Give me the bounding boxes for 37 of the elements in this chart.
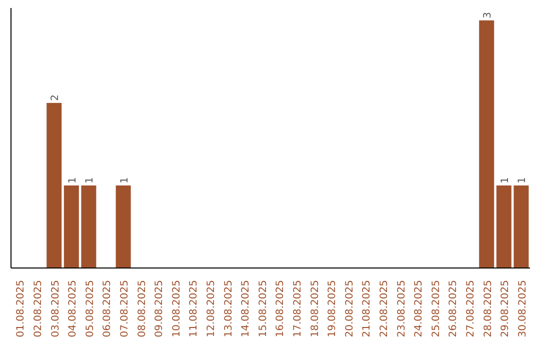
data-label: 1 (67, 177, 78, 184)
x-tick-label: 12.08.2025 (206, 280, 217, 338)
x-tick-label: 07.08.2025 (119, 280, 130, 338)
x-tick-label: 11.08.2025 (188, 280, 200, 338)
x-tick-label: 15.08.2025 (258, 280, 269, 338)
x-tick-label: 16.08.2025 (275, 280, 286, 338)
x-tick-label: 19.08.2025 (327, 280, 338, 338)
data-label: 1 (84, 177, 96, 184)
x-tick-label: 05.08.2025 (84, 280, 96, 338)
x-tick-label: 30.08.2025 (517, 280, 528, 338)
x-tick-label: 04.08.2025 (68, 280, 79, 338)
x-tick-label: 06.08.2025 (102, 280, 114, 338)
data-label: 1 (517, 177, 528, 184)
x-tick-label: 03.08.2025 (50, 280, 62, 338)
x-tick-label: 08.08.2025 (136, 280, 148, 338)
x-tick-label: 27.08.2025 (465, 280, 476, 338)
x-tick-label: 29.08.2025 (500, 280, 512, 338)
x-tick-label: 23.08.2025 (396, 280, 408, 338)
x-tick-label: 28.08.2025 (482, 280, 494, 338)
x-tick-label: 21.08.2025 (362, 280, 373, 338)
x-tick-label: 14.08.2025 (240, 280, 252, 338)
data-label: 2 (50, 94, 62, 101)
x-tick-label: 24.08.2025 (414, 280, 425, 338)
x-tick-label: 25.08.2025 (430, 280, 442, 338)
x-tick-label: 13.08.2025 (223, 280, 234, 338)
data-label: 3 (482, 12, 494, 18)
x-tick-label: 18.08.2025 (310, 280, 321, 338)
x-tick-label: 22.08.2025 (378, 280, 390, 338)
x-tick-label: 02.08.2025 (32, 280, 44, 338)
x-tick-label: 01.08.2025 (16, 280, 27, 338)
data-label: 1 (119, 177, 130, 184)
x-tick-label: 17.08.2025 (292, 280, 304, 338)
x-tick-label: 10.08.2025 (171, 280, 182, 338)
data-label: 1 (500, 177, 511, 184)
x-tick-label: 26.08.2025 (448, 280, 460, 338)
x-tick-label: 09.08.2025 (154, 280, 166, 338)
x-tick-label: 20.08.2025 (344, 280, 356, 338)
